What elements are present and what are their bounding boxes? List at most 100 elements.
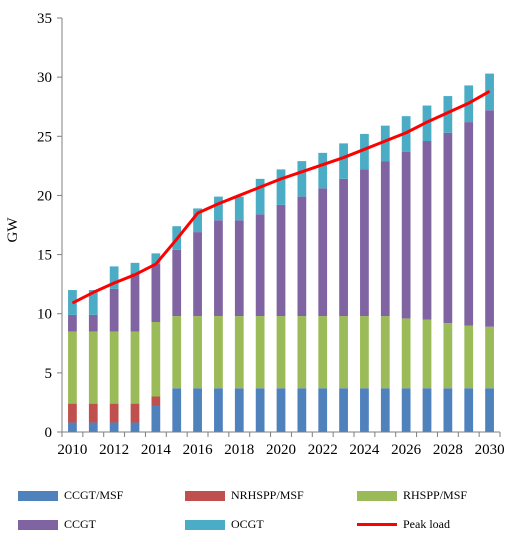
- y-axis-label: GW: [5, 217, 21, 243]
- y-tick-label: 0: [45, 425, 53, 441]
- bar-nrhspp-msf-2014: [151, 396, 161, 406]
- bar-ccgt-2030: [485, 110, 494, 327]
- bar-rhspp-msf-2028: [443, 323, 453, 389]
- bar-ocgt-2022: [318, 152, 328, 189]
- bar-rhspp-msf-2025: [380, 316, 390, 389]
- bar-ccgt-msf-2018: [234, 388, 244, 432]
- bar-ccgt-2029: [464, 122, 474, 326]
- legend-swatch: [185, 490, 225, 501]
- bar-ccgt-2023: [339, 178, 348, 317]
- legend-item-ccgt-msf: CCGT/MSF: [18, 488, 123, 503]
- legend-label: OCGT: [231, 517, 264, 531]
- bar-ocgt-2012: [109, 266, 119, 289]
- x-tick-label: 2030: [475, 442, 505, 458]
- legend-swatch: [185, 519, 225, 530]
- peak-load-line: [71, 90, 491, 305]
- y-tick-label: 5: [45, 366, 53, 382]
- legend-swatch: [18, 490, 58, 501]
- bar-ccgt-2011: [88, 314, 98, 332]
- y-tick-label: 10: [37, 307, 52, 323]
- bar-ccgt-msf-2026: [401, 388, 411, 432]
- bar-nrhspp-msf-2013: [130, 403, 140, 423]
- bar-rhspp-msf-2017: [214, 316, 223, 389]
- legend-item-ocgt: OCGT: [185, 517, 264, 532]
- x-tick-label: 2016: [183, 442, 214, 458]
- bar-ocgt-2016: [193, 208, 202, 233]
- bar-rhspp-msf-2016: [193, 316, 202, 389]
- y-tick-label: 35: [37, 11, 52, 27]
- legend-swatch: [357, 490, 397, 501]
- bar-ccgt-msf-2024: [360, 388, 369, 432]
- y-tick-label: 25: [37, 129, 52, 145]
- bar-ccgt-msf-2025: [380, 388, 390, 432]
- x-tick-label: 2028: [433, 442, 463, 458]
- legend: CCGT/MSF NRHSPP/MSF RHSPP/MSF CCGT OCGT Peak …: [0, 480, 518, 539]
- bar-rhspp-msf-2015: [172, 316, 182, 389]
- bar-ccgt-2014: [151, 264, 161, 322]
- x-tick-label: 2010: [57, 442, 87, 458]
- bar-rhspp-msf-2020: [276, 316, 286, 389]
- legend-item-peak-load: Peak load: [357, 517, 450, 532]
- bar-rhspp-msf-2012: [109, 331, 119, 404]
- bar-rhspp-msf-2011: [88, 331, 98, 404]
- bar-ccgt-msf-2027: [422, 388, 432, 432]
- legend-label: NRHSPP/MSF: [231, 488, 304, 502]
- bar-ocgt-2013: [130, 262, 140, 274]
- bar-ocgt-2019: [255, 178, 265, 215]
- bar-ccgt-2022: [318, 188, 328, 317]
- bar-rhspp-msf-2029: [464, 325, 474, 389]
- bar-ccgt-2021: [297, 196, 307, 317]
- bar-ccgt-msf-2021: [297, 388, 307, 432]
- bar-ccgt-msf-2030: [485, 388, 494, 432]
- y-tick-label: 15: [37, 248, 52, 264]
- bar-rhspp-msf-2026: [401, 318, 411, 389]
- axes: 0 5 10 15 20 25 30 35 2010 2012 2014 2016 2018 2020 20…: [37, 11, 505, 458]
- x-tick-label: 2024: [349, 442, 380, 458]
- bar-ccgt-msf-2012: [109, 422, 119, 432]
- bar-nrhspp-msf-2011: [88, 403, 98, 423]
- bar-layer: [68, 73, 494, 432]
- bar-nrhspp-msf-2012: [109, 403, 119, 423]
- bar-rhspp-msf-2022: [318, 316, 328, 389]
- x-tick-label: 2022: [308, 442, 338, 458]
- bar-ccgt-msf-2029: [464, 388, 474, 432]
- bar-ccgt-msf-2028: [443, 388, 453, 432]
- legend-label: CCGT: [64, 517, 97, 531]
- bar-ccgt-msf-2022: [318, 388, 328, 432]
- legend-item-ccgt: CCGT: [18, 517, 96, 532]
- bar-ocgt-2028: [443, 96, 453, 133]
- bar-ocgt-2025: [380, 125, 390, 162]
- legend-label: Peak load: [403, 517, 450, 531]
- legend-label: RHSPP/MSF: [403, 488, 468, 502]
- bar-ccgt-2027: [422, 141, 432, 320]
- bar-nrhspp-msf-2010: [68, 403, 77, 423]
- bar-rhspp-msf-2030: [485, 326, 494, 389]
- bar-ccgt-2028: [443, 132, 453, 324]
- y-tick-label: 20: [37, 188, 52, 204]
- bar-ccgt-2010: [68, 314, 77, 332]
- bar-ccgt-2016: [193, 232, 202, 317]
- bar-ccgt-msf-2019: [255, 388, 265, 432]
- legend-swatch: [357, 523, 397, 526]
- legend-swatch: [18, 519, 58, 530]
- bar-rhspp-msf-2010: [68, 331, 77, 404]
- chart: 0 5 10 15 20 25 30 35 2010 2012 2014 2016 2018 2020 20…: [5, 11, 505, 458]
- bar-ccgt-msf-2017: [214, 388, 223, 432]
- bar-rhspp-msf-2021: [297, 316, 307, 389]
- bar-ccgt-msf-2013: [130, 422, 140, 432]
- bar-ccgt-msf-2014: [151, 405, 161, 432]
- bar-ccgt-2024: [360, 169, 369, 317]
- bar-ccgt-2018: [234, 220, 244, 317]
- bar-rhspp-msf-2024: [360, 316, 369, 389]
- bar-ocgt-2017: [214, 196, 223, 221]
- bar-rhspp-msf-2018: [234, 316, 244, 389]
- bar-rhspp-msf-2013: [130, 331, 140, 404]
- x-tick-label: 2018: [224, 442, 254, 458]
- bar-rhspp-msf-2027: [422, 319, 432, 389]
- bar-ccgt-msf-2015: [172, 388, 182, 432]
- legend-label: CCGT/MSF: [64, 488, 124, 502]
- bar-rhspp-msf-2023: [339, 316, 348, 389]
- bar-ccgt-msf-2011: [88, 422, 98, 432]
- bar-ccgt-msf-2023: [339, 388, 348, 432]
- bar-ccgt-msf-2010: [68, 422, 77, 432]
